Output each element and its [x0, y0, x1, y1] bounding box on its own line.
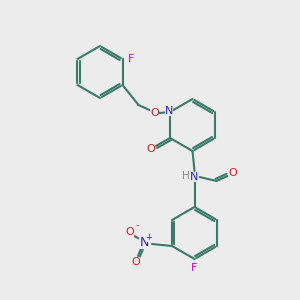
- Text: F: F: [191, 263, 198, 273]
- Text: O: O: [132, 257, 140, 267]
- Text: O: O: [150, 108, 159, 118]
- Text: N: N: [190, 172, 199, 182]
- Text: O: O: [126, 227, 134, 237]
- Text: N: N: [165, 106, 173, 116]
- Text: +: +: [146, 232, 152, 242]
- Text: N: N: [139, 236, 149, 248]
- Text: O: O: [228, 168, 237, 178]
- Text: -: -: [135, 220, 139, 230]
- Text: O: O: [147, 144, 155, 154]
- Text: F: F: [128, 54, 135, 64]
- Text: H: H: [182, 171, 189, 181]
